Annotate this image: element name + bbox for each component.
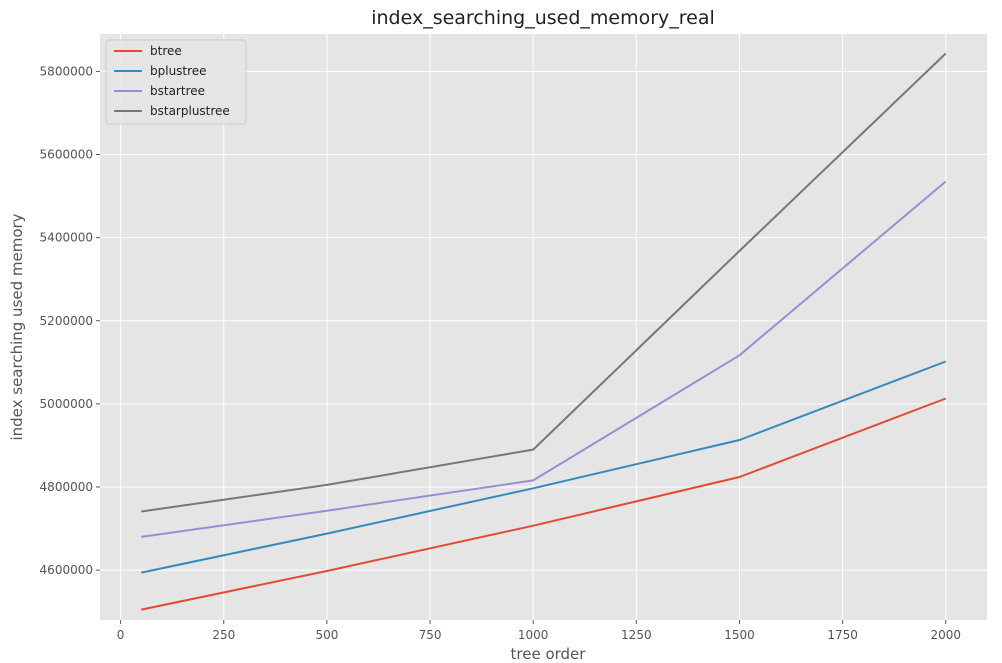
y-tick-labels: 4600000 4800000 5000000 5200000 5400000 56000… — [40, 64, 100, 577]
y-axis-label: index searching used memory — [8, 213, 26, 440]
x-tick-label: 2000 — [930, 628, 961, 642]
y-tick-label: 4600000 — [40, 563, 93, 577]
y-tick-label: 5800000 — [40, 64, 93, 78]
legend: btree bplustree bstartree bstarplustree — [105, 39, 247, 125]
y-tick-label: 5400000 — [40, 231, 93, 245]
x-tick-label: 1000 — [518, 628, 549, 642]
legend-label-bplustree: bplustree — [150, 64, 207, 78]
x-tick-label: 1750 — [827, 628, 858, 642]
y-tick-label: 5600000 — [40, 148, 93, 162]
x-tick-label: 1250 — [621, 628, 652, 642]
series-line-bplustree — [141, 360, 947, 574]
series-layer — [141, 52, 947, 611]
series-line-bstarplustree — [141, 52, 947, 513]
x-tick-label: 250 — [212, 628, 235, 642]
x-tick-label: 500 — [315, 628, 338, 642]
legend-label-bstartree: bstartree — [150, 84, 205, 98]
y-tick-label: 5000000 — [40, 397, 93, 411]
y-tick-label: 4800000 — [40, 480, 93, 494]
x-tick-label: 0 — [117, 628, 125, 642]
legend-box — [105, 39, 247, 125]
x-tick-label: 1500 — [724, 628, 755, 642]
x-axis-label: tree order — [511, 645, 587, 663]
grid — [100, 34, 987, 620]
y-tick-label: 5200000 — [40, 314, 93, 328]
x-tick-labels: 0 250 500 750 1000 1250 1500 1750 2000 — [117, 620, 961, 642]
legend-label-btree: btree — [150, 44, 182, 58]
series-line-btree — [141, 397, 947, 611]
legend-label-bstarplustree: bstarplustree — [150, 104, 230, 118]
series-line-bstartree — [141, 180, 947, 538]
x-tick-label: 750 — [419, 628, 442, 642]
chart-title: index_searching_used_memory_real — [371, 7, 715, 29]
